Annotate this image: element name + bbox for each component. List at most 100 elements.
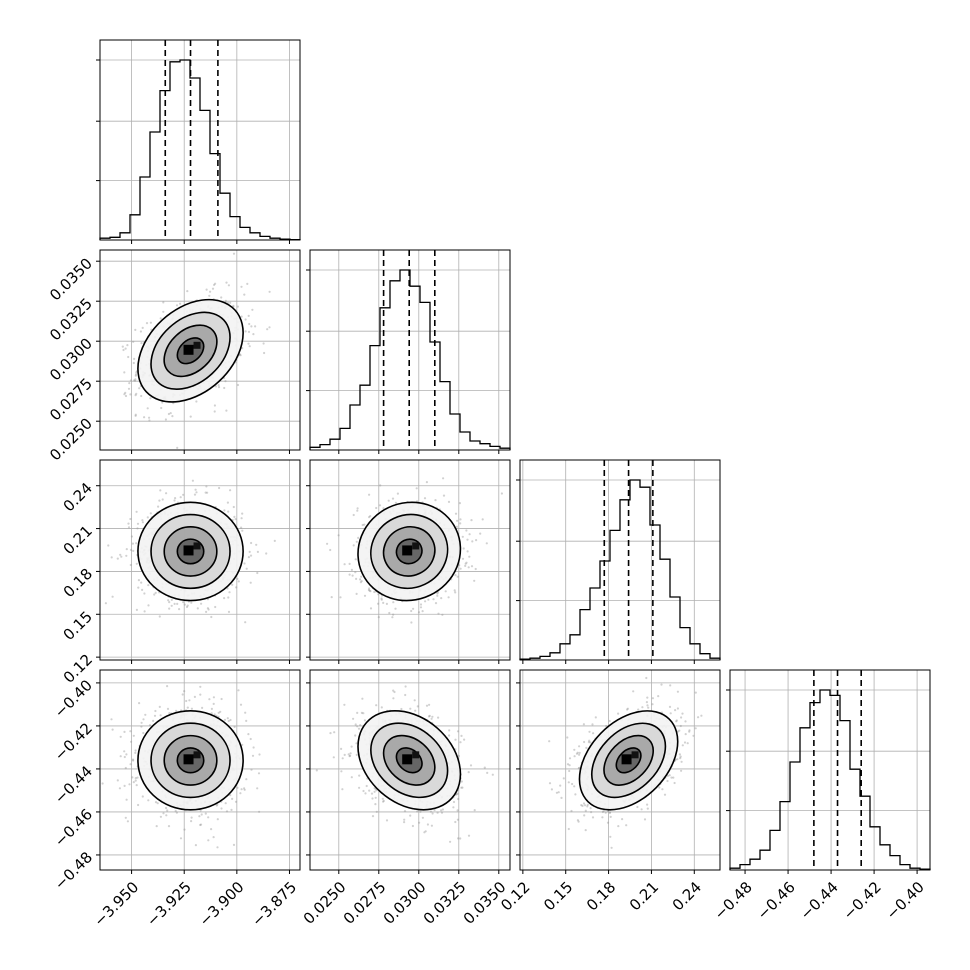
scatter-point <box>143 416 146 419</box>
scatter-point <box>249 554 253 557</box>
scatter-point <box>140 581 143 584</box>
scatter-point <box>193 695 196 699</box>
scatter-point <box>460 786 463 789</box>
scatter-point <box>233 725 236 729</box>
scatter-point <box>387 499 390 502</box>
scatter-point <box>140 725 143 728</box>
scatter-point <box>135 392 138 395</box>
scatter-point <box>210 712 213 715</box>
scatter-point <box>132 759 135 762</box>
scatter-point <box>452 800 456 804</box>
scatter-point <box>244 330 247 333</box>
scatter-point <box>236 383 240 387</box>
scatter-point <box>156 802 159 805</box>
scatter-point <box>136 527 139 530</box>
scatter-point <box>457 754 460 758</box>
scatter-point <box>232 304 235 307</box>
scatter-point <box>149 464 151 466</box>
scatter-point <box>204 812 207 815</box>
scatter-point <box>130 740 133 743</box>
scatter-panel-2-3 <box>306 460 510 664</box>
scatter-point <box>417 611 421 614</box>
density-peak <box>412 542 420 550</box>
scatter-point <box>380 597 383 600</box>
histogram-step <box>309 269 511 450</box>
scatter-point <box>660 683 663 686</box>
scatter-point <box>456 730 460 733</box>
scatter-point <box>436 811 439 814</box>
scatter-point <box>235 586 238 589</box>
scatter-point <box>419 603 423 606</box>
scatter-point <box>393 690 396 694</box>
scatter-point <box>127 387 131 390</box>
scatter-point <box>136 776 139 779</box>
scatter-point <box>124 391 127 394</box>
scatter-point <box>129 563 132 567</box>
scatter-point <box>124 394 128 398</box>
scatter-point <box>145 322 149 325</box>
scatter-point <box>424 600 427 603</box>
scatter-point <box>245 719 248 723</box>
scatter-panel-1-4 <box>96 670 300 874</box>
scatter-point <box>148 416 151 419</box>
scatter-point <box>362 712 365 715</box>
scatter-point <box>454 574 457 577</box>
scatter-point <box>254 325 257 328</box>
scatter-point <box>149 512 152 515</box>
scatter-point <box>679 724 682 728</box>
scatter-point <box>262 342 265 345</box>
scatter-point <box>194 844 197 847</box>
scatter-point <box>240 285 243 288</box>
scatter-point <box>423 497 427 500</box>
scatter-point <box>491 773 494 776</box>
scatter-point <box>244 318 247 321</box>
scatter-point <box>241 512 244 515</box>
scatter-point <box>158 705 161 709</box>
scatter-point <box>181 693 184 696</box>
density-peak <box>183 344 194 355</box>
scatter-point <box>329 548 332 552</box>
scatter-point <box>234 800 238 803</box>
scatter-point <box>460 780 463 783</box>
scatter-point <box>601 816 604 819</box>
scatter-point <box>154 591 157 595</box>
scatter-point <box>123 371 126 374</box>
scatter-point <box>199 823 202 827</box>
scatter-point <box>365 784 368 788</box>
scatter-point <box>135 608 138 612</box>
scatter-point <box>216 846 219 849</box>
scatter-point <box>475 539 478 542</box>
scatter-point <box>459 522 462 525</box>
scatter-point <box>190 601 193 604</box>
scatter-point <box>330 596 333 599</box>
scatter-point <box>666 774 670 778</box>
scatter-point <box>419 606 423 609</box>
scatter-point <box>200 813 203 816</box>
scatter-point <box>589 741 592 744</box>
contour-line <box>163 526 218 577</box>
scatter-point <box>141 521 144 524</box>
scatter-frame <box>99 669 301 871</box>
scatter-point <box>428 714 431 718</box>
scatter-point <box>135 510 138 513</box>
scatter-point <box>329 732 332 735</box>
scatter-point <box>392 697 395 700</box>
scatter-point <box>350 776 353 779</box>
scatter-point <box>227 510 230 513</box>
scatter-point <box>358 786 361 789</box>
scatter-point <box>232 843 236 847</box>
scatter-point <box>625 824 628 827</box>
scatter-point <box>236 786 239 789</box>
scatter-point <box>249 737 252 741</box>
scatter-point <box>138 702 141 705</box>
scatter-point <box>134 394 137 397</box>
scatter-point <box>243 562 246 565</box>
scatter-point <box>213 404 216 407</box>
scatter-point <box>246 282 249 285</box>
scatter-point <box>227 719 230 723</box>
scatter-point <box>195 491 198 494</box>
scatter-point <box>107 544 110 547</box>
scatter-point <box>137 586 140 589</box>
scatter-point <box>485 542 488 545</box>
